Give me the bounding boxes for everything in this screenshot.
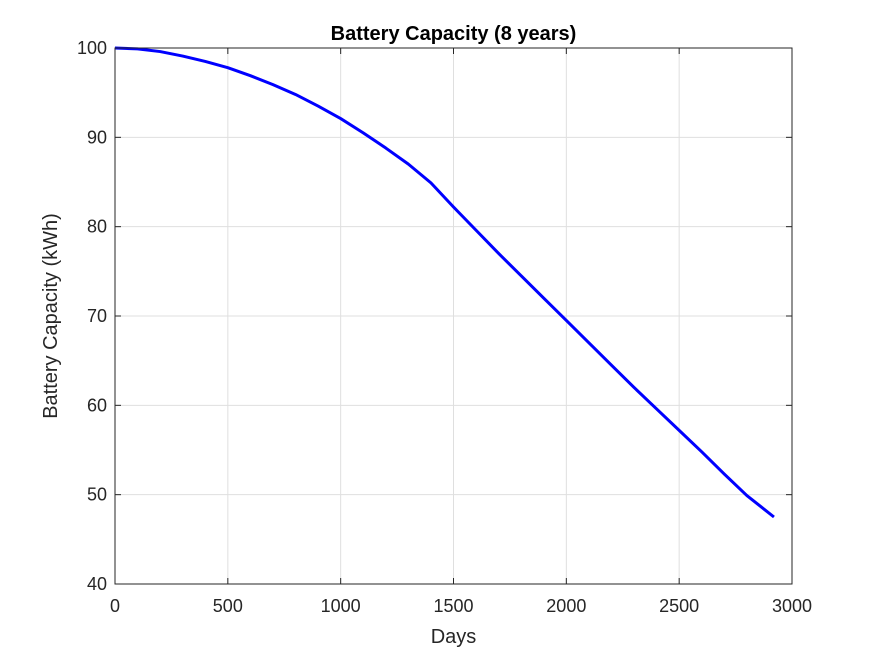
y-tick-label: 100 <box>77 38 107 58</box>
x-tick-labels: 0 500 1000 1500 2000 2500 3000 <box>110 596 812 616</box>
chart-title: Battery Capacity (8 years) <box>331 23 577 45</box>
ticks <box>114 47 793 585</box>
series-line <box>114 46 775 519</box>
y-tick-label: 50 <box>87 485 107 505</box>
series-layer <box>114 46 775 519</box>
grid-lines <box>115 48 792 584</box>
x-tick-label: 1500 <box>433 596 473 616</box>
x-tick-label: 1000 <box>321 596 361 616</box>
y-tick-label: 70 <box>87 306 107 326</box>
y-tick-label: 40 <box>87 574 107 594</box>
x-tick-label: 500 <box>213 596 243 616</box>
x-tick-label: 2500 <box>659 596 699 616</box>
x-axis-label: Days <box>431 626 477 648</box>
y-tick-labels: 40 50 60 70 80 90 100 <box>77 38 107 594</box>
x-tick-label: 2000 <box>546 596 586 616</box>
y-axis-label: Battery Capacity (kWh) <box>40 213 62 419</box>
y-tick-label: 60 <box>87 395 107 415</box>
x-tick-label: 3000 <box>772 596 812 616</box>
x-tick-label: 0 <box>110 596 120 616</box>
y-tick-label: 90 <box>87 127 107 147</box>
y-tick-label: 80 <box>87 217 107 237</box>
